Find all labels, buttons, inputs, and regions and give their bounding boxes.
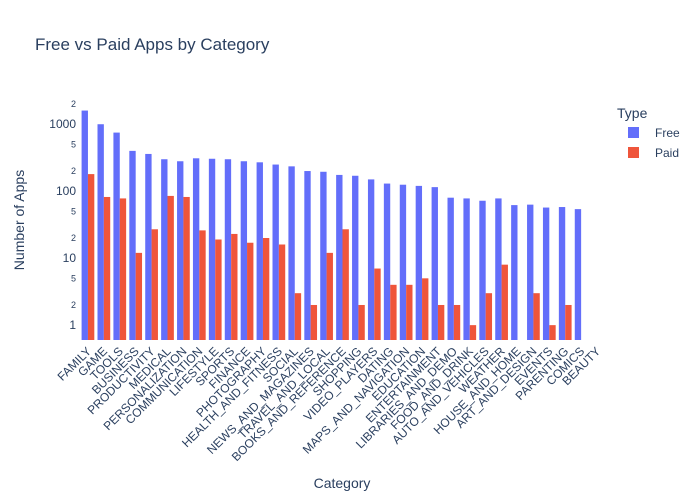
bar-paid[interactable] [342,229,349,340]
y-minor-tick-label: 2 [71,99,76,109]
bar-free[interactable] [208,158,216,340]
bar-free[interactable] [431,187,438,340]
bar-paid[interactable] [183,196,190,340]
bar-paid[interactable] [278,244,286,341]
legend-label-paid[interactable]: Paid [655,146,679,160]
bar-free[interactable] [256,162,263,340]
bar-free[interactable] [415,185,423,340]
bar-free[interactable] [113,132,120,340]
bar-free[interactable] [224,159,232,340]
bar-free[interactable] [399,184,407,340]
bar-paid[interactable] [199,230,206,340]
bar-free[interactable] [272,164,279,340]
y-minor-tick-label: 2 [71,300,76,310]
bar-paid[interactable] [453,304,461,340]
y-tick-label: 1000 [49,117,76,131]
y-minor-tick-label: 5 [71,206,76,216]
bar-free[interactable] [495,198,502,340]
legend-label-free[interactable]: Free [655,126,680,140]
y-minor-tick-label: 5 [71,139,76,149]
bar-paid[interactable] [151,229,158,340]
bar-paid[interactable] [501,264,508,340]
bar-paid[interactable] [119,198,127,340]
bar-free[interactable] [320,171,327,340]
bar-free[interactable] [240,161,248,340]
bar-free[interactable] [447,197,454,340]
x-axis-title: Category [314,475,371,491]
legend-swatch-paid[interactable] [628,147,639,158]
bar-paid[interactable] [549,325,556,340]
bar-paid[interactable] [262,238,270,340]
y-minor-tick-label: 2 [71,233,76,243]
bar-paid[interactable] [135,252,143,340]
bar-paid[interactable] [103,196,111,340]
bar-free[interactable] [145,153,152,340]
bar-free[interactable] [161,159,168,340]
bar-free[interactable] [479,200,486,340]
bar-free[interactable] [383,183,391,340]
legend-title: Type [617,105,648,121]
bar-free[interactable] [288,166,295,340]
y-tick-label: 1 [69,318,76,332]
legend[interactable]: Type Free Paid [617,105,680,160]
bar-free[interactable] [367,179,375,340]
bar-paid[interactable] [406,284,413,340]
bar-free[interactable] [352,175,359,340]
bar-free[interactable] [336,174,343,340]
bar-paid[interactable] [374,268,381,340]
bar-paid[interactable] [469,325,477,340]
y-tick-label: 100 [56,184,76,198]
chart-title: Free vs Paid Apps by Category [35,35,270,54]
y-minor-tick-label: 5 [71,273,76,283]
bar-paid[interactable] [247,242,254,340]
bar-paid[interactable] [437,304,445,340]
bar-free[interactable] [558,207,566,340]
bar-free[interactable] [129,150,136,340]
y-axis: 1 10 100 1000 2 5 2 5 2 5 2 [49,99,76,332]
bar-paid[interactable] [422,278,429,340]
bar-free[interactable] [97,124,104,340]
bar-free[interactable] [192,158,200,340]
bar-paid[interactable] [310,304,318,340]
bar-paid[interactable] [565,304,572,340]
bar-free[interactable] [527,204,534,340]
bar-paid[interactable] [294,293,302,340]
bar-paid[interactable] [533,293,540,340]
y-axis-title: Number of Apps [11,170,27,270]
legend-swatch-free[interactable] [628,127,639,138]
y-minor-tick-label: 2 [71,166,76,176]
bar-paid[interactable] [167,195,174,340]
bar-free[interactable] [511,205,518,340]
bar-free[interactable] [177,161,184,340]
bar-free[interactable] [542,207,550,340]
bar-free[interactable] [304,171,311,340]
bar-paid[interactable] [326,252,333,340]
bar-paid[interactable] [485,293,493,340]
y-tick-label: 10 [63,251,77,265]
bar-paid[interactable] [390,284,397,340]
bar-paid[interactable] [358,304,365,340]
bar-paid[interactable] [87,174,95,340]
bar-free[interactable] [81,110,88,340]
bar-paid[interactable] [231,233,238,340]
bar-free[interactable] [463,198,470,340]
bar-free[interactable] [574,209,582,340]
plot-area[interactable] [81,110,582,341]
bar-paid[interactable] [215,239,222,341]
